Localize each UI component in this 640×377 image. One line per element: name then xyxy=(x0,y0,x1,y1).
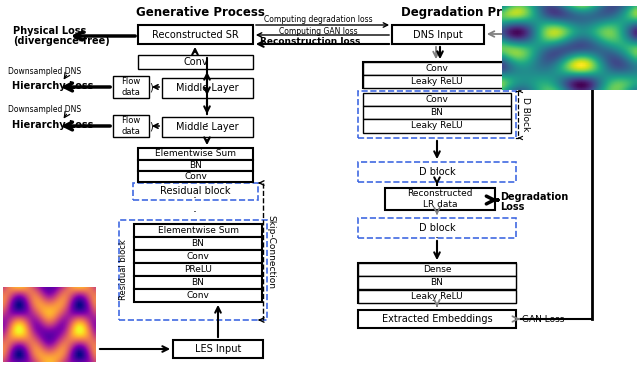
Text: Conv: Conv xyxy=(184,172,207,181)
Bar xyxy=(358,290,516,303)
Bar xyxy=(363,75,511,88)
Bar xyxy=(162,78,253,98)
Bar xyxy=(358,263,516,276)
Bar xyxy=(173,340,263,358)
Bar xyxy=(113,76,149,98)
Text: BN: BN xyxy=(431,278,444,287)
Text: BN: BN xyxy=(191,278,204,287)
Text: Computing GAN loss: Computing GAN loss xyxy=(525,9,604,18)
Text: Degradation Process: Degradation Process xyxy=(401,6,539,19)
Bar xyxy=(134,289,262,302)
Bar xyxy=(358,276,516,289)
Text: Reconstructed
LR data: Reconstructed LR data xyxy=(407,189,473,209)
Text: Leaky ReLU: Leaky ReLU xyxy=(411,121,463,130)
Bar xyxy=(138,148,253,160)
Bar xyxy=(134,250,262,263)
Bar xyxy=(363,119,511,133)
Text: PReLU: PReLU xyxy=(184,265,212,274)
Bar xyxy=(119,220,267,320)
Text: Downsampled DNS: Downsampled DNS xyxy=(8,66,81,75)
Bar xyxy=(134,237,262,250)
Text: Downsampled DNS: Downsampled DNS xyxy=(8,106,81,115)
Text: Degradation: Degradation xyxy=(500,192,568,202)
Text: Leaky ReLU: Leaky ReLU xyxy=(411,292,463,301)
Text: Skip-Connection: Skip-Connection xyxy=(266,215,275,289)
Text: Conv: Conv xyxy=(183,57,208,67)
Bar xyxy=(133,183,258,200)
Bar xyxy=(363,62,511,75)
Bar xyxy=(358,218,516,238)
Text: Generative Process: Generative Process xyxy=(136,6,264,19)
Bar xyxy=(134,224,262,237)
Text: D Block: D Block xyxy=(521,97,530,131)
Text: BN: BN xyxy=(191,239,204,248)
Text: LES Input: LES Input xyxy=(195,344,241,354)
Text: Residual block: Residual block xyxy=(120,240,129,300)
Text: $g(\cdot)$: $g(\cdot)$ xyxy=(136,81,154,95)
Bar xyxy=(113,115,149,137)
Text: Flow
data: Flow data xyxy=(122,116,141,136)
Text: GAN Loss: GAN Loss xyxy=(522,314,564,323)
Text: Conv: Conv xyxy=(426,64,449,73)
Text: .
.
.: . . . xyxy=(435,133,439,173)
Text: Residual block: Residual block xyxy=(160,187,231,196)
Bar xyxy=(134,263,262,276)
Text: Hierarchy Loss: Hierarchy Loss xyxy=(12,120,93,130)
Text: BN: BN xyxy=(431,108,444,117)
Text: Conv: Conv xyxy=(187,252,209,261)
Text: Conv: Conv xyxy=(426,95,449,104)
Bar xyxy=(358,162,516,182)
Text: .
.
.: . . . xyxy=(205,89,209,127)
Bar xyxy=(363,62,511,88)
Text: .
.
.: . . . xyxy=(193,188,197,227)
Text: Computing GAN loss: Computing GAN loss xyxy=(278,26,357,35)
Text: Dense: Dense xyxy=(423,265,451,274)
Bar xyxy=(138,55,253,69)
Bar xyxy=(363,93,511,106)
Text: Physical Loss: Physical Loss xyxy=(13,26,86,36)
Bar xyxy=(358,310,516,328)
Text: D block: D block xyxy=(419,167,455,177)
Text: Hierarchy Loss: Hierarchy Loss xyxy=(12,81,93,91)
Text: Flow
data: Flow data xyxy=(122,77,141,97)
Text: Elementwise Sum: Elementwise Sum xyxy=(157,226,239,235)
Bar xyxy=(358,91,516,138)
Text: (divergence-free): (divergence-free) xyxy=(13,36,109,46)
Text: Loss: Loss xyxy=(500,202,524,212)
Text: Computing degradation loss: Computing degradation loss xyxy=(264,15,372,25)
Text: Reconstructed SR: Reconstructed SR xyxy=(152,29,239,40)
Bar xyxy=(358,263,516,303)
Text: DNS Input: DNS Input xyxy=(413,29,463,40)
Bar xyxy=(363,106,511,119)
Bar xyxy=(138,25,253,44)
Text: Middle Layer: Middle Layer xyxy=(176,122,239,132)
Text: Leaky ReLU: Leaky ReLU xyxy=(411,77,463,86)
Text: Conv: Conv xyxy=(187,291,209,300)
Bar xyxy=(138,171,253,182)
Text: .
.
.: . . . xyxy=(435,228,439,268)
Text: Middle Layer: Middle Layer xyxy=(176,83,239,93)
Bar xyxy=(138,160,253,171)
Text: BN: BN xyxy=(189,161,202,170)
Text: Elementwise Sum: Elementwise Sum xyxy=(155,150,236,158)
Text: D block: D block xyxy=(419,223,455,233)
Bar xyxy=(385,188,495,210)
Bar xyxy=(134,276,262,289)
Text: Extracted Embeddings: Extracted Embeddings xyxy=(381,314,492,324)
Text: $g(\cdot)$: $g(\cdot)$ xyxy=(136,120,154,134)
Bar xyxy=(392,25,484,44)
Text: Reconstruction loss: Reconstruction loss xyxy=(260,37,360,46)
Bar xyxy=(162,117,253,137)
